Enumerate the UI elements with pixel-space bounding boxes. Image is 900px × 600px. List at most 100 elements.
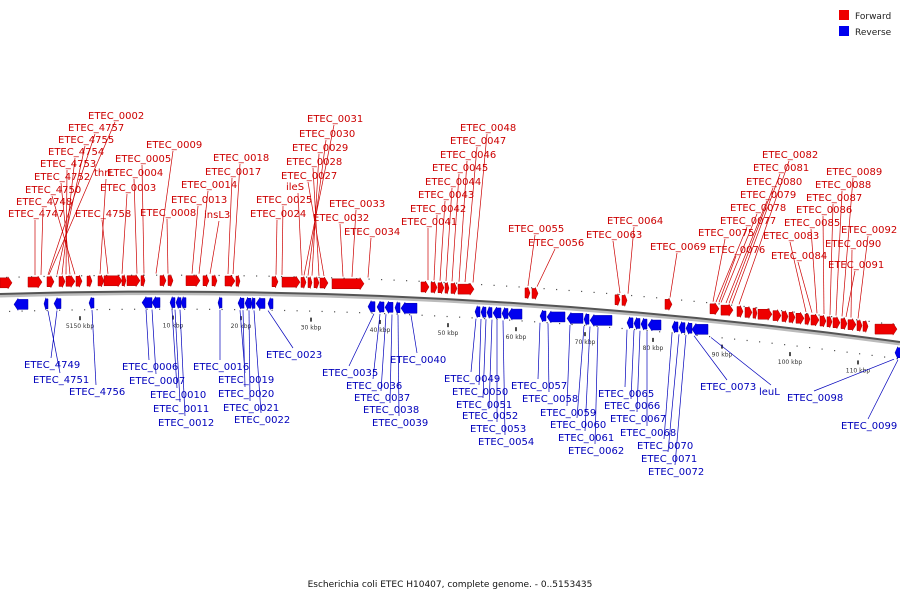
track-dot [506,285,508,287]
forward-gene-arrow [0,275,13,290]
forward-label-leader [810,228,818,314]
track-dot [193,274,195,276]
reverse-gene-arrow [88,296,95,310]
axis-tick-mark [79,316,81,321]
forward-label-leader [527,234,536,287]
forward-label-leader [166,218,169,274]
reverse-gene-arrow [685,322,693,335]
reverse-gene-label: ETEC_0068 [620,428,676,439]
track-dot [584,324,586,327]
track-dot [381,279,383,281]
track-dot [571,323,573,326]
track-dot [696,334,698,336]
forward-gene-label: ETEC_4758 [75,209,131,220]
forward-gene-label: ETEC_4747 [8,209,64,220]
forward-gene-label: ETEC_0030 [299,129,355,140]
forward-gene-label: ETEC_4750 [25,185,81,196]
track-dot [568,289,570,292]
track-dot [284,309,286,312]
forward-gene-label: ETEC_0088 [815,180,871,191]
reverse-gene-label: ETEC_0022 [234,415,290,426]
forward-gene-label: ETEC_0027 [281,171,337,182]
forward-label-leader [47,133,96,275]
reverse-label-leader [145,309,150,361]
track-dot [781,310,783,312]
reverse-gene-label: ETEC_0059 [540,408,596,419]
forward-gene-label: ETEC_0031 [307,114,363,125]
track-dot [281,275,283,278]
forward-gene-arrow [531,287,539,300]
forward-label-leader [303,124,335,276]
forward-label-leader [60,182,71,275]
reverse-gene-label: ETEC_0066 [604,401,660,412]
reverse-gene-arrow [255,296,266,311]
reverse-gene-arrow [640,317,648,331]
track-dot [631,294,633,297]
forward-gene-label: ETEC_0005 [115,154,171,165]
forward-gene-arrow [103,273,123,288]
reverse-gene-label: ETEC_0052 [462,411,518,422]
track-dot [143,274,145,276]
forward-gene-arrow [804,313,811,326]
track-dot [106,274,108,277]
reverse-gene-arrow [486,306,493,319]
genome-backbone [0,290,900,343]
forward-gene-arrow [781,310,789,323]
reverse-gene-label: ETEC_0023 [266,350,322,361]
track-dot [656,297,658,299]
axis-tick-mark [789,352,791,357]
forward-gene-arrow [121,274,127,287]
reverse-label-leader [253,310,262,414]
forward-gene-arrow [65,274,76,289]
reverse-label-leader [624,329,628,388]
forward-gene-label: ETEC_0034 [344,227,400,238]
track-dot [456,282,458,284]
forward-gene-label: ETEC_0077 [720,216,776,227]
reverse-label-leader [482,319,487,399]
track-dot [521,320,523,322]
forward-gene-arrow [75,275,83,288]
reverse-gene-arrow [633,317,641,330]
forward-gene-arrow [167,274,174,287]
reverse-label-leader [348,313,375,367]
reverse-gene-arrow [539,309,547,323]
track-dot [218,274,220,277]
track-dot [406,280,408,282]
reverse-gene-label: ETEC_0051 [456,400,512,411]
reverse-gene-label: ETEC_0021 [223,403,279,414]
forward-gene-arrow [437,281,445,294]
forward-gene-arrow [847,317,857,332]
forward-label-leader [133,178,138,274]
track-dot [606,292,608,295]
forward-gene-label: ETEC_0002 [88,111,144,122]
reverse-gene-arrow [507,307,523,321]
forward-gene-arrow [331,276,365,291]
reverse-label-leader [594,327,599,445]
forward-gene-arrow [788,311,796,324]
forward-gene-arrow [664,298,673,311]
forward-gene-label: ileS [286,182,304,193]
track-dot [109,308,111,311]
forward-label-leader [627,226,635,294]
forward-gene-arrow [202,274,210,287]
reverse-gene-arrow [244,297,252,310]
forward-gene-label: ETEC_0064 [607,216,663,227]
legend-reverse-label: Reverse [855,28,892,38]
track-dot [209,308,211,310]
axis-tick-label: 60 kbp [506,334,527,341]
track-dot [434,315,436,317]
reverse-gene-arrow [589,313,613,328]
reverse-gene-arrow [501,307,509,320]
forward-gene-arrow [450,282,458,295]
track-dot [881,322,883,324]
track-dot [246,309,248,311]
forward-label-leader [445,187,453,282]
forward-gene-arrow [856,319,863,332]
axis-tick-label: 100 kbp [778,359,803,366]
axis-tick-label: 90 kbp [712,352,733,359]
reverse-gene-label: ETEC_0053 [470,424,526,435]
forward-label-leader [728,187,774,304]
track-dot [556,288,558,291]
reverse-label-leader [47,310,61,374]
reverse-gene-arrow [894,346,900,359]
